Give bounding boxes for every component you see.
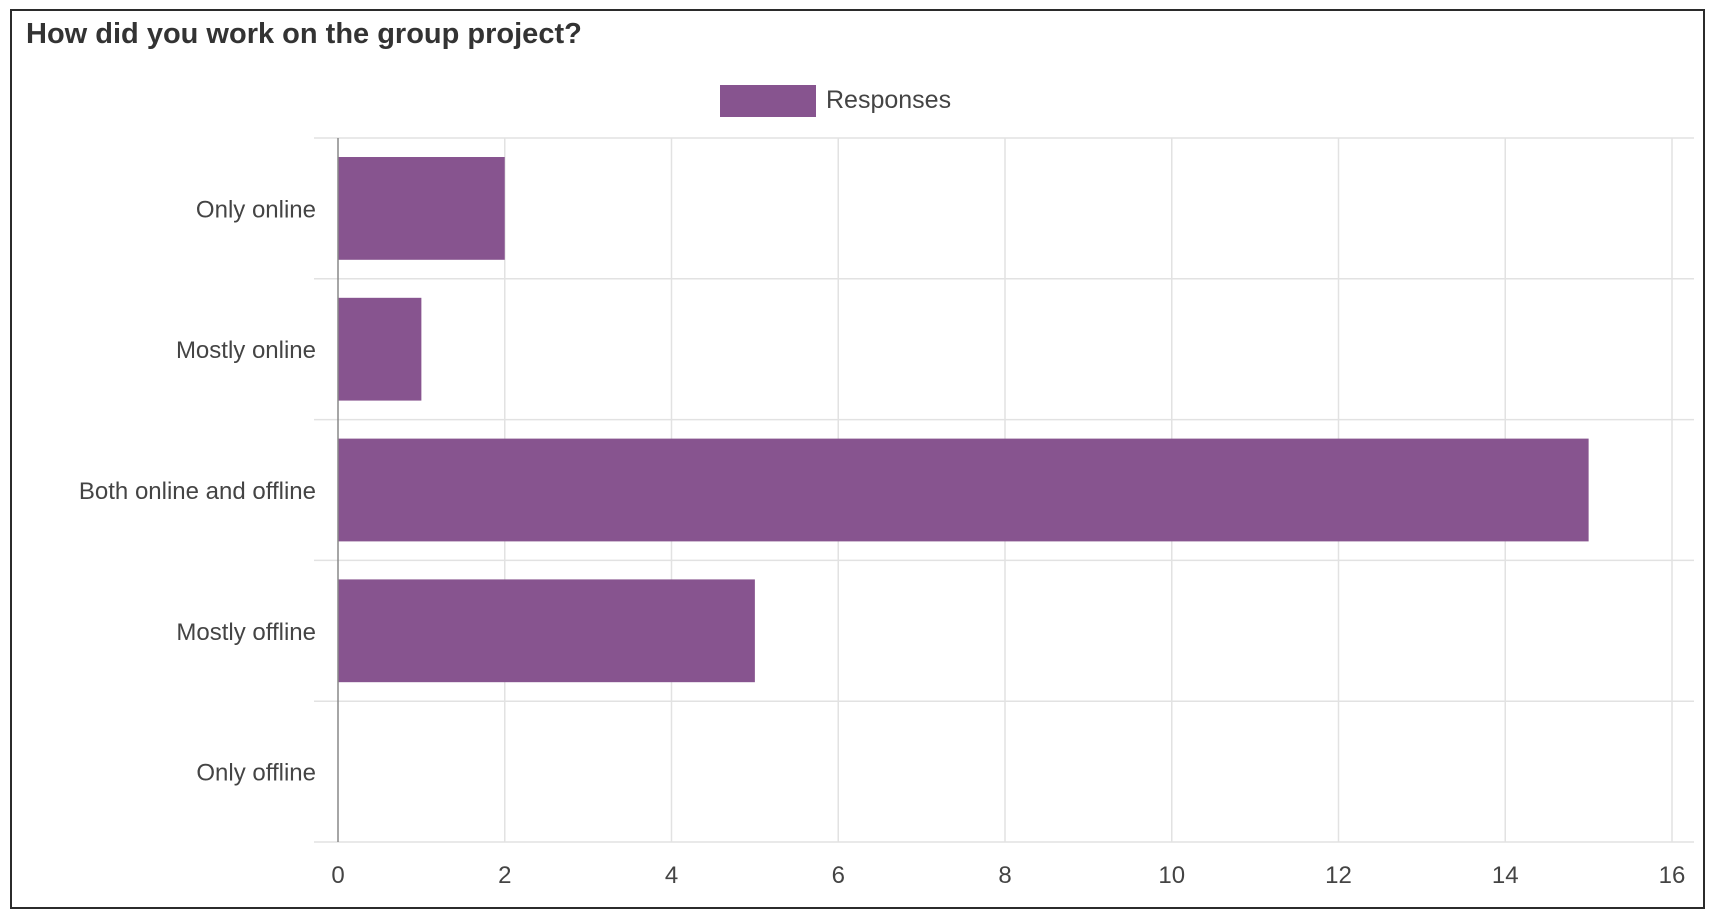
category-label: Both online and offline — [79, 478, 316, 505]
legend-swatch — [720, 85, 816, 117]
x-tick-label: 10 — [1158, 862, 1185, 889]
x-tick-label: 14 — [1492, 862, 1519, 889]
category-label: Mostly online — [176, 337, 316, 364]
axis-layer: Only online Mostly online Both online and … — [79, 138, 1685, 889]
category-label: Only offline — [196, 760, 316, 787]
category-label: Only online — [196, 196, 316, 223]
x-tick-label: 0 — [331, 862, 344, 889]
bar — [338, 157, 505, 260]
bar — [338, 579, 755, 683]
x-tick-label: 2 — [498, 862, 511, 889]
category-label: Mostly offline — [176, 619, 316, 646]
legend-label: Responses — [826, 86, 951, 114]
x-tick-label: 16 — [1659, 862, 1686, 889]
bar — [338, 438, 1589, 542]
bar — [338, 297, 422, 401]
x-tick-label: 8 — [998, 862, 1011, 889]
bars-layer — [338, 157, 1589, 683]
chart-title: How did you work on the group project? — [26, 18, 582, 50]
x-tick-label: 12 — [1325, 862, 1352, 889]
x-tick-label: 4 — [665, 862, 678, 889]
x-tick-label: 6 — [832, 862, 845, 889]
legend: Responses — [720, 85, 951, 117]
